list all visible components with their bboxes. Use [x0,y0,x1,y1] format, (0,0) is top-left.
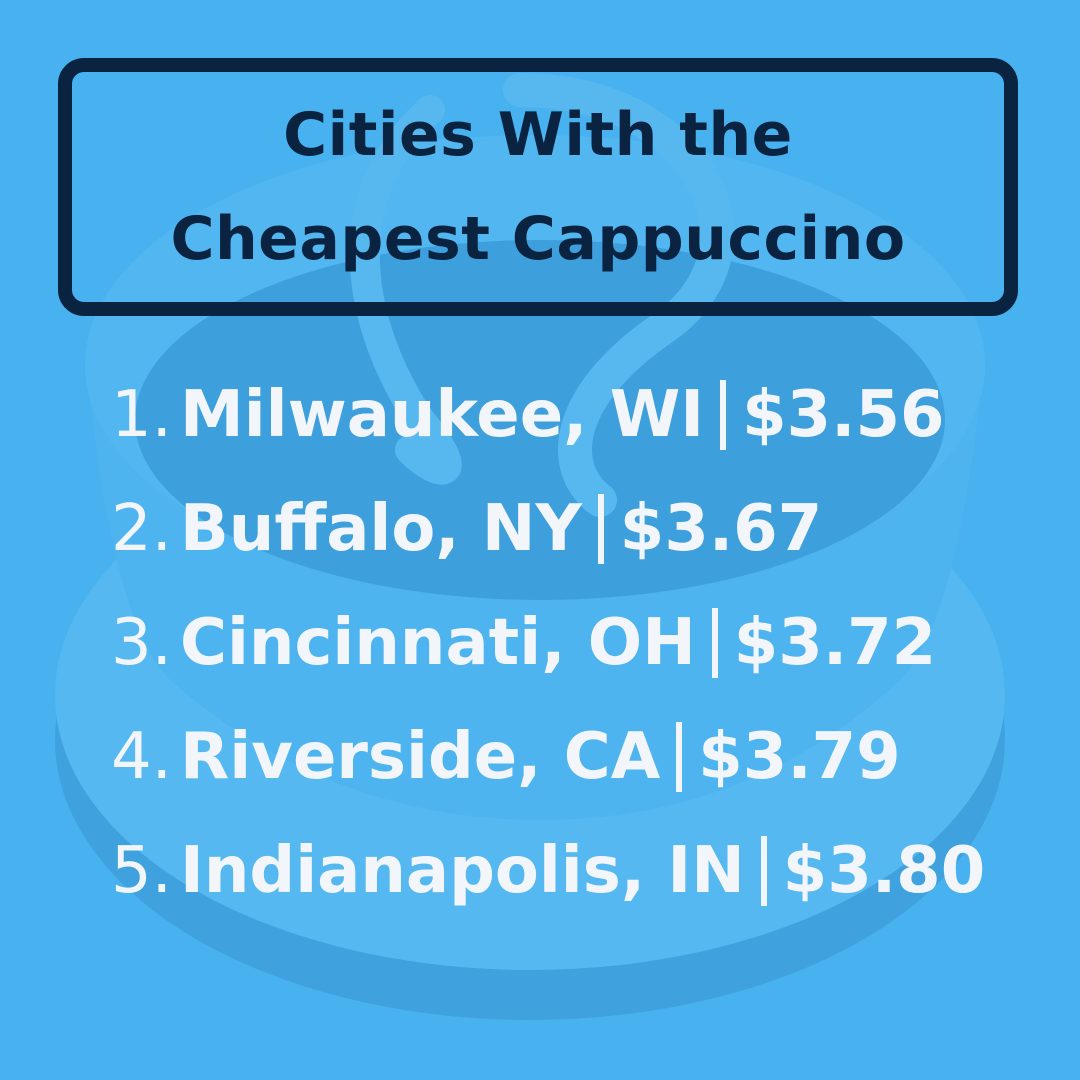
list-item: 5. Indianapolis, IN $3.80 [0,814,985,928]
price: $3.67 [619,492,823,566]
list-item: 3. Cincinnati, OH $3.72 [0,586,936,700]
city: Buffalo, NY [180,492,582,566]
rank: 4. [110,720,172,794]
rank: 3. [110,606,172,680]
list-item: 2. Buffalo, NY $3.67 [0,472,822,586]
divider [676,722,683,792]
city: Riverside, CA [180,720,661,794]
title-line-1: Cities With the [283,100,793,170]
price: $3.72 [733,606,937,680]
divider [720,380,727,450]
divider [760,836,767,906]
city: Cincinnati, OH [180,606,696,680]
divider [711,608,718,678]
rank: 5. [110,834,172,908]
title-box: Cities With the Cheapest Cappuccino [58,58,1018,316]
title-line-2: Cheapest Cappuccino [170,204,906,274]
price: $3.79 [698,720,901,794]
list-item: 4. Riverside, CA $3.79 [0,700,901,814]
list-item: 1. Milwaukee, WI $3.56 [0,358,945,472]
rank: 2. [110,492,172,566]
city: Milwaukee, WI [180,378,705,452]
price: $3.56 [742,378,945,452]
rank: 1. [110,378,172,452]
city: Indianapolis, IN [180,834,745,908]
price: $3.80 [782,834,986,908]
divider [597,494,604,564]
